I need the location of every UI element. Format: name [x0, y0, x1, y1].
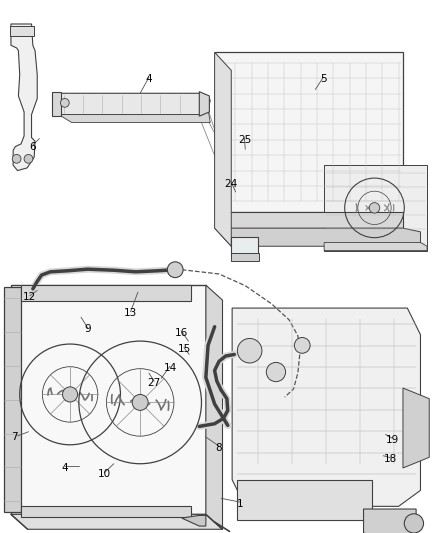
- Polygon shape: [11, 514, 223, 529]
- Circle shape: [132, 394, 148, 410]
- Circle shape: [24, 155, 33, 163]
- Text: 8: 8: [215, 443, 223, 453]
- Polygon shape: [324, 165, 427, 251]
- Circle shape: [60, 99, 69, 107]
- Circle shape: [167, 262, 183, 278]
- Text: 4: 4: [61, 463, 68, 473]
- Polygon shape: [4, 287, 21, 512]
- Polygon shape: [52, 92, 61, 116]
- Polygon shape: [215, 228, 420, 246]
- Polygon shape: [232, 308, 420, 506]
- Circle shape: [266, 362, 286, 382]
- Polygon shape: [21, 506, 191, 517]
- Circle shape: [294, 337, 310, 353]
- Text: 16: 16: [175, 328, 188, 338]
- Polygon shape: [53, 93, 210, 115]
- Text: 12: 12: [23, 293, 36, 302]
- Text: 1: 1: [237, 499, 244, 508]
- Circle shape: [369, 203, 380, 213]
- Polygon shape: [21, 285, 191, 301]
- Text: 9: 9: [84, 325, 91, 334]
- Text: 7: 7: [11, 432, 18, 442]
- Polygon shape: [231, 253, 259, 261]
- Text: 15: 15: [177, 344, 191, 354]
- Polygon shape: [364, 509, 416, 533]
- Polygon shape: [199, 92, 209, 116]
- Text: 19: 19: [385, 435, 399, 445]
- Circle shape: [63, 387, 78, 402]
- Polygon shape: [206, 285, 223, 529]
- Circle shape: [12, 155, 21, 163]
- Text: 25: 25: [238, 135, 251, 144]
- Polygon shape: [56, 109, 210, 123]
- Text: 14: 14: [163, 363, 177, 373]
- Text: 4: 4: [145, 74, 152, 84]
- Text: 5: 5: [320, 74, 327, 84]
- Polygon shape: [324, 243, 427, 251]
- Polygon shape: [231, 237, 258, 256]
- Polygon shape: [11, 24, 37, 171]
- Polygon shape: [403, 388, 429, 468]
- Polygon shape: [215, 52, 403, 212]
- Polygon shape: [215, 212, 403, 228]
- Text: 24: 24: [225, 179, 238, 189]
- Text: 13: 13: [124, 309, 137, 318]
- Text: 27: 27: [148, 378, 161, 387]
- Polygon shape: [237, 480, 372, 520]
- Text: 10: 10: [98, 470, 111, 479]
- Polygon shape: [10, 26, 34, 36]
- Polygon shape: [182, 515, 206, 526]
- Text: 18: 18: [384, 455, 397, 464]
- Text: 6: 6: [29, 142, 36, 151]
- Polygon shape: [215, 52, 231, 246]
- Circle shape: [404, 514, 424, 533]
- Circle shape: [237, 338, 262, 363]
- Polygon shape: [11, 285, 206, 514]
